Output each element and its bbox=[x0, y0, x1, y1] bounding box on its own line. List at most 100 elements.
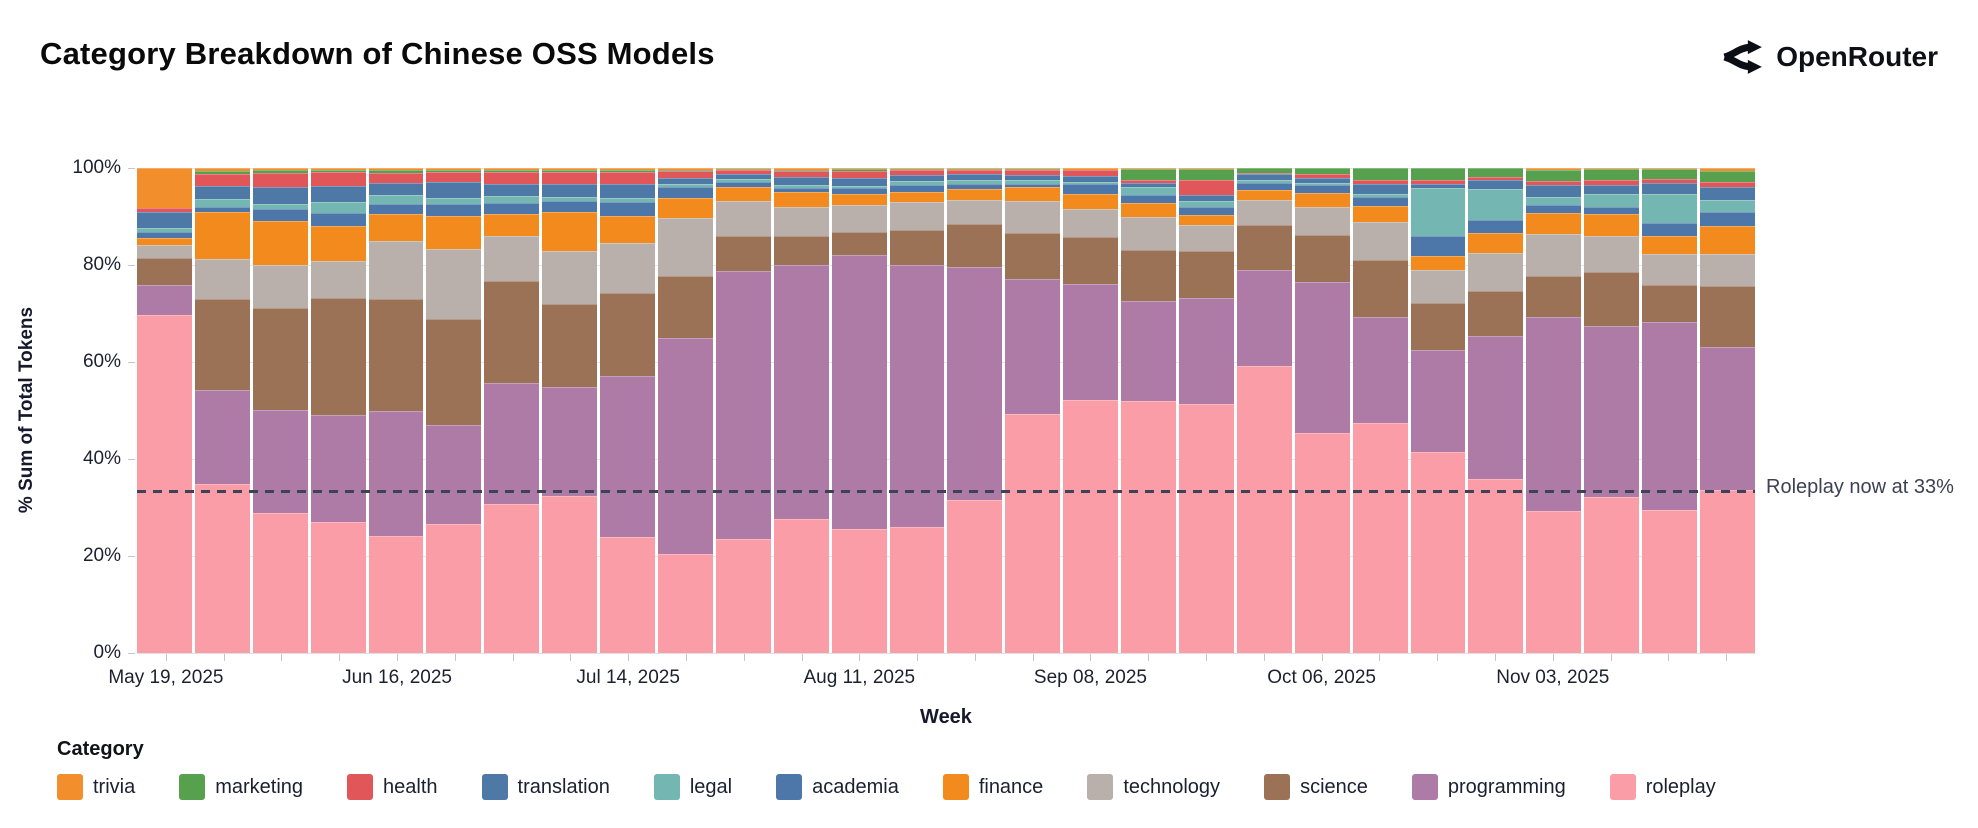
segment-technology[interactable] bbox=[194, 259, 250, 299]
segment-programming[interactable] bbox=[1005, 279, 1061, 414]
segment-legal[interactable] bbox=[1526, 196, 1582, 205]
segment-technology[interactable] bbox=[252, 264, 308, 309]
bar-sep-01-2025[interactable] bbox=[1005, 168, 1061, 653]
segment-legal[interactable] bbox=[310, 201, 366, 214]
segment-finance[interactable] bbox=[1584, 213, 1640, 236]
bar-oct-20-2025[interactable] bbox=[1410, 168, 1466, 653]
segment-marketing[interactable] bbox=[1642, 169, 1698, 180]
segment-trivia[interactable] bbox=[773, 168, 829, 170]
segment-health[interactable] bbox=[1352, 179, 1408, 184]
segment-translation[interactable] bbox=[426, 181, 482, 198]
segment-legal[interactable] bbox=[1063, 181, 1119, 185]
segment-science[interactable] bbox=[310, 297, 366, 416]
segment-programming[interactable] bbox=[368, 410, 424, 537]
segment-finance[interactable] bbox=[1005, 187, 1061, 202]
segment-technology[interactable] bbox=[426, 249, 482, 320]
segment-technology[interactable] bbox=[773, 207, 829, 236]
bar-sep-29-2025[interactable] bbox=[1236, 168, 1292, 653]
segment-science[interactable] bbox=[368, 299, 424, 411]
segment-finance[interactable] bbox=[1352, 206, 1408, 222]
segment-technology[interactable] bbox=[831, 205, 887, 233]
segment-health[interactable] bbox=[194, 173, 250, 186]
segment-roleplay[interactable] bbox=[1352, 423, 1408, 653]
segment-trivia[interactable] bbox=[715, 168, 771, 170]
segment-finance[interactable] bbox=[658, 197, 713, 219]
segment-academia[interactable] bbox=[1700, 211, 1755, 227]
segment-legal[interactable] bbox=[773, 185, 829, 189]
segment-marketing[interactable] bbox=[1526, 169, 1582, 181]
segment-marketing[interactable] bbox=[1468, 168, 1524, 177]
segment-translation[interactable] bbox=[1179, 194, 1234, 201]
segment-trivia[interactable] bbox=[368, 168, 424, 170]
segment-academia[interactable] bbox=[1121, 194, 1177, 203]
segment-legal[interactable] bbox=[600, 197, 656, 203]
segment-health[interactable] bbox=[1005, 170, 1061, 176]
segment-science[interactable] bbox=[1584, 272, 1640, 326]
segment-science[interactable] bbox=[1700, 286, 1755, 348]
bar-jul-14-2025[interactable] bbox=[600, 168, 656, 653]
segment-legal[interactable] bbox=[542, 196, 598, 201]
segment-translation[interactable] bbox=[194, 185, 250, 200]
segment-programming[interactable] bbox=[1063, 283, 1119, 400]
segment-legal[interactable] bbox=[1642, 194, 1698, 223]
bar-jul-21-2025[interactable] bbox=[658, 168, 713, 653]
segment-roleplay[interactable] bbox=[426, 524, 482, 653]
segment-technology[interactable] bbox=[1179, 224, 1234, 251]
bar-sep-15-2025[interactable] bbox=[1121, 168, 1177, 653]
segment-translation[interactable] bbox=[310, 185, 366, 202]
segment-trivia[interactable] bbox=[1642, 168, 1698, 170]
segment-science[interactable] bbox=[252, 308, 308, 411]
segment-health[interactable] bbox=[137, 207, 192, 212]
segment-technology[interactable] bbox=[1063, 208, 1119, 237]
segment-legal[interactable] bbox=[1584, 194, 1640, 207]
bar-oct-06-2025[interactable] bbox=[1294, 168, 1350, 653]
segment-technology[interactable] bbox=[889, 201, 945, 230]
segment-marketing[interactable] bbox=[542, 170, 598, 173]
segment-translation[interactable] bbox=[1294, 177, 1350, 183]
bar-sep-08-2025[interactable] bbox=[1063, 168, 1119, 653]
segment-health[interactable] bbox=[1642, 179, 1698, 184]
segment-programming[interactable] bbox=[1410, 349, 1466, 453]
bar-may-19-2025[interactable] bbox=[137, 168, 192, 653]
segment-roleplay[interactable] bbox=[1063, 399, 1119, 653]
segment-academia[interactable] bbox=[252, 208, 308, 222]
segment-programming[interactable] bbox=[1236, 269, 1292, 367]
segment-legal[interactable] bbox=[1005, 180, 1061, 184]
segment-roleplay[interactable] bbox=[1642, 510, 1698, 653]
segment-programming[interactable] bbox=[889, 264, 945, 528]
segment-marketing[interactable] bbox=[831, 169, 887, 171]
segment-technology[interactable] bbox=[368, 241, 424, 300]
bar-jul-07-2025[interactable] bbox=[542, 168, 598, 653]
segment-academia[interactable] bbox=[426, 204, 482, 216]
segment-programming[interactable] bbox=[137, 284, 192, 315]
segment-science[interactable] bbox=[1642, 284, 1698, 323]
segment-translation[interactable] bbox=[1121, 183, 1177, 188]
segment-finance[interactable] bbox=[1526, 213, 1582, 234]
bar-nov-17-2025[interactable] bbox=[1642, 168, 1698, 653]
segment-health[interactable] bbox=[1410, 180, 1466, 185]
segment-technology[interactable] bbox=[1294, 206, 1350, 236]
segment-marketing[interactable] bbox=[1236, 168, 1292, 174]
bar-aug-18-2025[interactable] bbox=[889, 168, 945, 653]
segment-finance[interactable] bbox=[600, 216, 656, 243]
segment-legal[interactable] bbox=[194, 199, 250, 208]
segment-health[interactable] bbox=[310, 172, 366, 186]
segment-roleplay[interactable] bbox=[889, 527, 945, 653]
segment-legal[interactable] bbox=[368, 195, 424, 205]
bar-jul-28-2025[interactable] bbox=[715, 168, 771, 653]
bar-aug-11-2025[interactable] bbox=[831, 168, 887, 653]
segment-translation[interactable] bbox=[137, 211, 192, 229]
bar-oct-13-2025[interactable] bbox=[1352, 168, 1408, 653]
segment-legal[interactable] bbox=[658, 184, 713, 187]
segment-marketing[interactable] bbox=[1121, 168, 1177, 180]
segment-programming[interactable] bbox=[658, 337, 713, 555]
segment-technology[interactable] bbox=[1236, 199, 1292, 226]
segment-legal[interactable] bbox=[715, 178, 771, 182]
segment-finance[interactable] bbox=[542, 212, 598, 251]
segment-academia[interactable] bbox=[831, 188, 887, 194]
segment-finance[interactable] bbox=[1063, 194, 1119, 209]
segment-translation[interactable] bbox=[1468, 180, 1524, 190]
segment-technology[interactable] bbox=[600, 242, 656, 294]
segment-technology[interactable] bbox=[1700, 253, 1755, 286]
segment-science[interactable] bbox=[715, 235, 771, 272]
